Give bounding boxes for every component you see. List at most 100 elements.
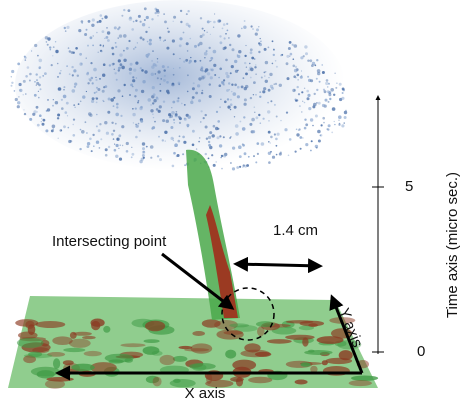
cloud-dot — [138, 100, 140, 102]
plane-patch — [229, 323, 249, 327]
cloud-dot — [160, 84, 161, 85]
cloud-dot — [57, 76, 59, 78]
cloud-dot — [123, 34, 127, 38]
cloud-dot — [173, 140, 174, 141]
cloud-dot — [123, 9, 125, 11]
cloud-dot — [84, 34, 86, 36]
cloud-dot — [244, 103, 247, 106]
cloud-dot — [187, 74, 189, 76]
plane-patch — [317, 336, 344, 344]
cloud-dot — [127, 9, 130, 12]
cloud-dot — [318, 74, 319, 75]
cloud-dot — [306, 90, 309, 93]
cloud-dot — [159, 37, 161, 39]
cloud-dot — [25, 93, 27, 95]
cloud-dot — [42, 123, 45, 126]
plane-patch — [103, 326, 110, 333]
cloud-dot — [135, 136, 138, 139]
cloud-dot — [107, 39, 110, 42]
cloud-dot — [23, 94, 24, 95]
cloud-dot — [173, 68, 174, 69]
cloud-dot — [304, 88, 305, 89]
cloud-dot — [225, 59, 228, 62]
cloud-dot — [307, 97, 310, 100]
cloud-dot — [189, 27, 190, 28]
cloud-dot — [244, 62, 246, 64]
cloud-dot — [159, 90, 161, 92]
cloud-dot — [176, 111, 178, 113]
cloud-dot — [53, 128, 55, 130]
cloud-dot — [144, 19, 146, 21]
cloud-dot — [173, 16, 176, 19]
cloud-dot — [237, 55, 240, 58]
cloud-dot — [231, 84, 233, 86]
cloud-dot — [106, 27, 107, 28]
tick-label: 5 — [405, 178, 413, 195]
cloud-dot — [151, 127, 153, 129]
cloud-dot — [293, 58, 295, 60]
cloud-dot — [98, 52, 99, 53]
cloud-dot — [211, 154, 213, 156]
cloud-dot — [191, 99, 192, 100]
cloud-dot — [208, 144, 211, 147]
cloud-dot — [108, 146, 110, 148]
cloud-dot — [129, 72, 132, 75]
cloud-dot — [73, 69, 76, 72]
cloud-dot — [141, 69, 144, 72]
cloud-dot — [140, 120, 143, 123]
cloud-dot — [305, 143, 308, 146]
time-axis-label: Time axis (micro sec.) — [444, 172, 461, 318]
cloud-dot — [198, 43, 200, 45]
cloud-dot — [210, 34, 211, 35]
cloud-dot — [160, 78, 162, 80]
cloud-dot — [192, 130, 195, 133]
cloud-dot — [325, 99, 328, 102]
cloud-dot — [135, 20, 137, 22]
cloud-dot — [88, 112, 92, 116]
cloud-dot — [232, 167, 235, 170]
cloud-dot — [204, 57, 205, 58]
cloud-dot — [220, 99, 221, 100]
cloud-dot — [34, 94, 37, 97]
cloud-dot — [173, 21, 174, 22]
cloud-dot — [330, 88, 334, 92]
cloud-dot — [179, 135, 181, 137]
plane-patch — [144, 339, 160, 343]
cloud-dot — [124, 84, 126, 86]
cloud-dot — [37, 111, 38, 112]
cloud-dot — [207, 32, 208, 33]
cloud-dot — [178, 140, 181, 143]
cloud-dot — [190, 38, 192, 40]
cloud-dot — [107, 111, 110, 114]
cloud-dot — [229, 44, 231, 46]
cloud-dot — [217, 120, 220, 123]
cloud-dot — [248, 156, 250, 158]
cloud-dot — [172, 39, 175, 42]
cloud-dot — [300, 148, 302, 150]
cloud-dot — [91, 77, 94, 80]
cloud-dot — [253, 81, 256, 84]
cloud-dot — [322, 71, 325, 74]
cloud-dot — [171, 137, 174, 140]
cloud-dot — [230, 103, 233, 106]
plane-patch — [244, 343, 260, 352]
cloud-dot — [152, 114, 153, 115]
cloud-dot — [260, 38, 261, 39]
cloud-dot — [309, 59, 312, 62]
cloud-dot — [180, 10, 182, 12]
cloud-dot — [102, 30, 105, 33]
cloud-dot — [126, 47, 129, 50]
cloud-dot — [213, 64, 216, 67]
plane-patch — [349, 380, 372, 386]
cloud-dot — [271, 87, 274, 90]
cloud-dot — [201, 76, 202, 77]
cloud-dot — [40, 88, 42, 90]
cloud-dot — [201, 110, 203, 112]
cloud-dot — [126, 142, 129, 145]
cloud-dot — [301, 70, 302, 71]
cloud-dot — [51, 64, 53, 66]
cloud-dot — [208, 136, 211, 139]
cloud-dot — [106, 36, 109, 39]
cloud-dot — [166, 47, 169, 50]
cloud-dot — [190, 101, 193, 104]
